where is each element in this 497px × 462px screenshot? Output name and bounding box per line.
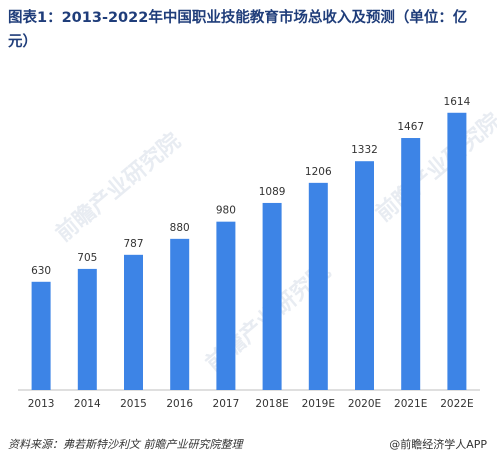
brand-label: @前瞻经济学人APP: [389, 438, 487, 451]
chart-title: 图表1：2013-2022年中国职业技能教育市场总收入及预测（单位：亿元）: [8, 10, 468, 50]
data-label: 1206: [305, 166, 332, 178]
x-tick-label: 2015: [120, 398, 147, 410]
x-tick-label: 2022E: [440, 398, 473, 410]
data-label: 787: [123, 238, 143, 250]
x-tick-label: 2019E: [302, 398, 335, 410]
data-label: 705: [77, 252, 97, 264]
bar-2015: [124, 254, 143, 390]
data-label: 630: [31, 265, 51, 277]
bar-2016: [170, 238, 190, 390]
footer: 资料来源：弗若斯特沙利文 前瞻产业研究院整理 @前瞻经济学人APP: [0, 428, 497, 462]
bar-2022E: [447, 112, 467, 390]
data-label: 1614: [444, 96, 471, 108]
data-label: 1332: [351, 144, 378, 156]
bar-2021E: [401, 138, 421, 390]
bar-chart: 630 2013 705 2014 787 2015 880 2016 980 2017 1089 2…: [18, 96, 480, 410]
data-label: 980: [216, 205, 236, 217]
bar-2013: [31, 281, 51, 390]
x-tick-label: 2021E: [394, 398, 427, 410]
data-label: 1467: [397, 121, 424, 133]
x-tick-label: 2018E: [255, 398, 288, 410]
x-tick-label: 2014: [74, 398, 101, 410]
bar-2017: [216, 221, 236, 390]
bar-2014: [77, 268, 97, 390]
x-tick-label: 2017: [213, 398, 240, 410]
x-tick-label: 2013: [28, 398, 55, 410]
bar-2020E: [355, 161, 374, 390]
x-tick-label: 2016: [166, 398, 193, 410]
bar-2019E: [308, 182, 328, 390]
x-tick-label: 2020E: [348, 398, 381, 410]
data-label: 1089: [259, 186, 286, 198]
bar-2018E: [262, 202, 282, 390]
source-note: 资料来源：弗若斯特沙利文 前瞻产业研究院整理: [8, 438, 243, 451]
data-label: 880: [170, 222, 190, 234]
